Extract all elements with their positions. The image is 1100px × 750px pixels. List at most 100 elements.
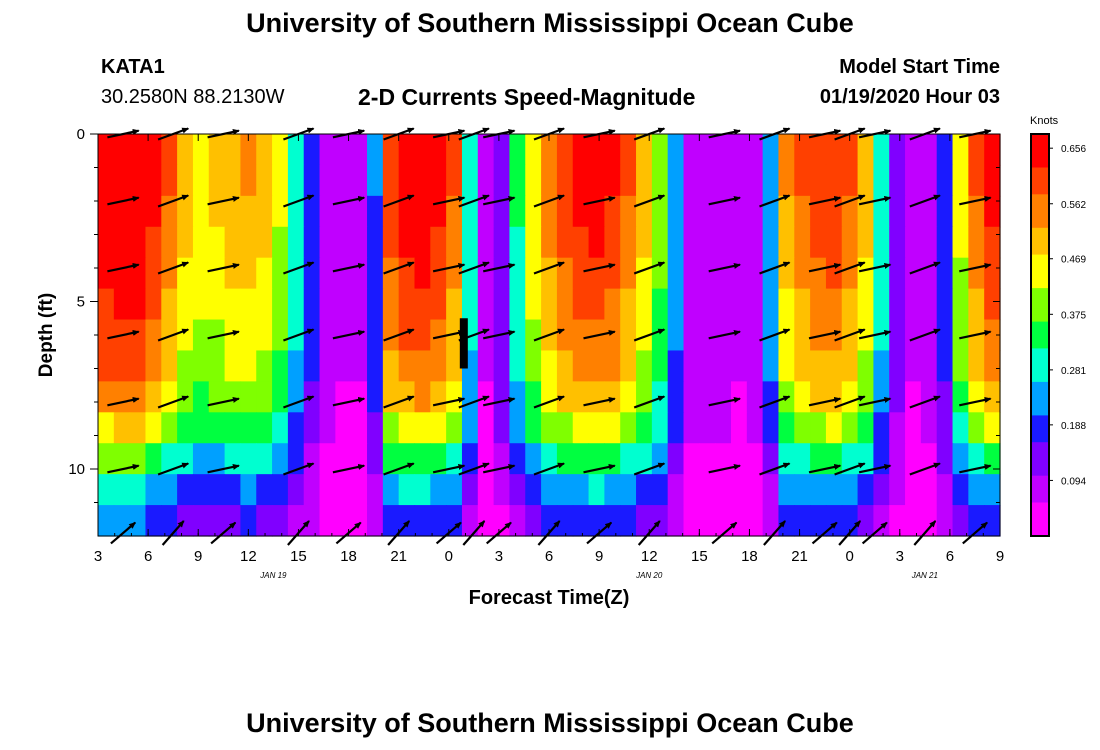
heat-cell	[620, 195, 637, 228]
heat-cell	[651, 474, 669, 506]
legend-swatch	[1031, 261, 1049, 269]
current-arrow	[332, 263, 366, 273]
heat-cell	[636, 381, 653, 413]
heat-cell	[683, 226, 700, 259]
heat-cell	[208, 474, 226, 506]
legend-title: Knots	[1030, 115, 1059, 127]
heat-cell	[636, 134, 653, 166]
heat-cell	[382, 505, 400, 537]
heat-cell	[382, 134, 400, 166]
heat-cell	[430, 288, 447, 321]
legend-swatch	[1031, 247, 1049, 256]
heat-cell	[319, 381, 336, 413]
current-arrow	[157, 328, 190, 342]
current-arrow	[161, 520, 185, 546]
current-arrow	[482, 330, 516, 340]
heat-cell	[98, 257, 115, 290]
heat-cell	[430, 474, 447, 506]
date-label: JAN 21	[911, 571, 938, 580]
heat-cell	[272, 443, 289, 475]
heat-cell	[382, 257, 400, 290]
heat-cell	[113, 195, 131, 228]
heat-cell	[667, 350, 685, 382]
heat-cell	[762, 134, 780, 166]
legend-swatch	[1031, 515, 1049, 524]
current-arrow	[533, 261, 565, 275]
heat-cell	[398, 350, 416, 382]
heat-cell	[905, 164, 922, 197]
heat-cell	[730, 443, 748, 475]
heat-cell	[367, 443, 384, 475]
current-arrow	[462, 520, 486, 546]
heat-cell	[620, 350, 637, 382]
heat-cell	[272, 381, 289, 413]
legend-swatch	[1031, 375, 1049, 383]
heat-cell	[208, 134, 226, 166]
current-arrow	[432, 196, 466, 206]
heat-cell	[541, 134, 558, 166]
heat-cell	[477, 226, 495, 259]
heat-cell	[145, 474, 162, 506]
current-arrow	[763, 520, 786, 546]
heat-cell	[651, 134, 669, 166]
heat-cell	[367, 319, 384, 352]
heat-cell	[730, 288, 748, 321]
heat-cell	[604, 257, 621, 290]
heat-cell	[746, 474, 764, 506]
current-arrow	[583, 464, 616, 474]
current-arrow	[533, 194, 565, 208]
legend-swatch	[1031, 381, 1049, 390]
current-arrow	[533, 395, 565, 409]
current-arrow	[583, 397, 616, 407]
current-arrow	[708, 330, 741, 340]
legend-swatch	[1031, 268, 1049, 276]
legend-swatch	[1031, 321, 1049, 329]
heat-cell	[778, 319, 795, 352]
heat-cell	[841, 381, 859, 413]
date-label: JAN 19	[259, 571, 287, 580]
legend-swatch	[1031, 167, 1049, 175]
heat-cell	[161, 226, 178, 259]
heat-cell	[746, 319, 764, 352]
heat-cell	[319, 443, 336, 475]
heat-cell	[984, 319, 1001, 352]
legend-tick-label: 0.188	[1061, 421, 1086, 432]
heat-cell	[525, 195, 542, 228]
heat-cell	[446, 134, 463, 166]
heat-cell	[319, 134, 336, 166]
heat-cell	[620, 381, 637, 413]
legend-tick-label: 0.562	[1061, 200, 1086, 211]
heat-cell	[177, 164, 194, 197]
heat-cell	[224, 443, 242, 475]
heat-cell	[240, 381, 257, 413]
current-arrow	[858, 263, 892, 273]
heat-cell	[224, 226, 242, 259]
heat-cell	[509, 412, 526, 444]
heat-cell	[303, 474, 321, 506]
current-arrow	[482, 196, 516, 206]
heat-cell	[920, 474, 938, 506]
heat-cell	[98, 381, 115, 413]
current-arrow	[283, 462, 315, 476]
heat-cell	[825, 226, 843, 259]
heat-cell	[857, 319, 874, 352]
heat-cell	[98, 474, 115, 506]
heat-cell	[414, 412, 431, 444]
heat-cell	[98, 505, 115, 537]
x-tick-label: 18	[741, 548, 758, 565]
heat-cell	[351, 288, 368, 321]
heat-cell	[636, 257, 653, 290]
heat-cell	[367, 134, 384, 166]
y-axis-label: Depth (ft)	[36, 293, 57, 377]
heat-cell	[319, 474, 336, 506]
heat-cell	[224, 350, 242, 382]
heat-cell	[572, 505, 590, 537]
heat-cell	[699, 443, 716, 475]
heat-cell	[667, 288, 685, 321]
current-arrow	[633, 261, 666, 275]
heat-cell	[889, 505, 906, 537]
heat-cell	[129, 443, 147, 475]
heat-cell	[461, 257, 479, 290]
heat-cell	[382, 195, 400, 228]
heat-cell	[572, 134, 590, 166]
